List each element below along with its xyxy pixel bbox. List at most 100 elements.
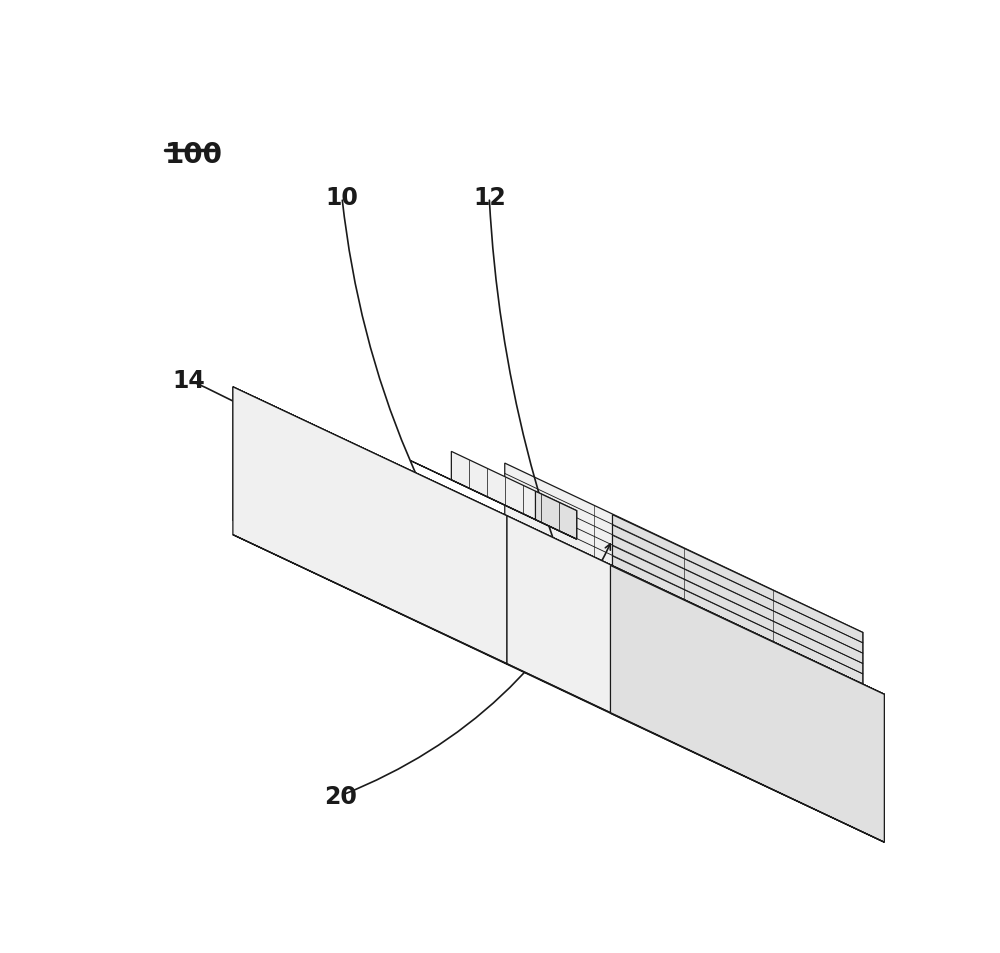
Polygon shape [585,574,641,703]
Polygon shape [647,603,649,707]
Polygon shape [498,637,556,663]
Polygon shape [353,464,409,594]
Polygon shape [453,512,455,616]
Polygon shape [489,528,545,659]
Polygon shape [601,581,603,685]
Polygon shape [642,704,700,731]
Polygon shape [607,688,665,715]
Polygon shape [745,649,801,779]
Polygon shape [527,546,583,677]
Polygon shape [385,583,443,610]
Polygon shape [731,746,789,774]
Polygon shape [604,583,606,687]
Polygon shape [483,525,539,655]
Polygon shape [596,579,598,683]
Polygon shape [431,501,487,631]
Polygon shape [743,752,801,779]
Polygon shape [584,677,642,704]
Polygon shape [733,644,789,774]
Polygon shape [686,621,742,751]
Polygon shape [633,700,701,732]
Polygon shape [376,476,432,605]
Polygon shape [548,660,617,692]
Polygon shape [508,536,850,811]
Polygon shape [662,713,720,740]
Polygon shape [358,570,416,598]
Polygon shape [332,455,335,559]
Polygon shape [364,470,420,599]
Polygon shape [586,574,642,704]
Polygon shape [372,474,428,603]
Polygon shape [593,578,595,681]
Polygon shape [644,601,646,706]
Polygon shape [464,517,476,626]
Polygon shape [599,684,657,711]
Polygon shape [550,558,606,687]
Polygon shape [515,541,517,645]
Polygon shape [401,487,457,617]
Polygon shape [491,633,549,660]
Polygon shape [504,536,560,665]
Polygon shape [545,555,558,664]
Polygon shape [548,582,557,639]
Polygon shape [741,647,797,778]
Polygon shape [717,636,719,740]
Polygon shape [768,659,770,764]
Polygon shape [286,433,342,562]
Polygon shape [502,638,560,665]
Polygon shape [580,572,636,701]
Polygon shape [583,677,641,703]
Polygon shape [572,594,582,650]
Polygon shape [523,545,579,675]
Polygon shape [597,579,653,709]
Polygon shape [563,563,565,667]
Polygon shape [383,478,439,609]
Polygon shape [539,552,541,657]
Polygon shape [508,537,564,667]
Polygon shape [577,570,579,675]
Polygon shape [643,601,645,705]
Text: 10: 10 [326,186,358,211]
Polygon shape [468,596,520,620]
Polygon shape [677,720,735,748]
Polygon shape [632,596,634,700]
Polygon shape [624,592,626,697]
Polygon shape [440,609,498,636]
Polygon shape [716,739,774,766]
Polygon shape [721,638,724,742]
Polygon shape [613,587,615,691]
Polygon shape [389,585,447,612]
Polygon shape [480,524,482,629]
Polygon shape [725,639,727,744]
Polygon shape [543,554,599,683]
Polygon shape [737,645,739,750]
Polygon shape [564,564,576,674]
Polygon shape [670,614,682,723]
Polygon shape [713,634,715,739]
Polygon shape [571,671,639,702]
Polygon shape [476,522,478,627]
Polygon shape [646,706,704,733]
Polygon shape [424,601,482,629]
Polygon shape [418,495,420,599]
Polygon shape [610,566,884,827]
Polygon shape [323,554,392,586]
Polygon shape [526,546,539,655]
Polygon shape [567,669,636,701]
Polygon shape [516,541,572,671]
Polygon shape [494,635,552,661]
Polygon shape [708,632,764,761]
Polygon shape [576,673,634,700]
Polygon shape [729,641,742,751]
Polygon shape [442,506,498,636]
Polygon shape [653,709,711,737]
Polygon shape [597,579,599,683]
Polygon shape [744,649,746,754]
Polygon shape [582,573,638,702]
Polygon shape [554,559,610,689]
Polygon shape [530,625,582,650]
Polygon shape [284,536,342,562]
Polygon shape [489,528,545,658]
Polygon shape [563,563,619,693]
Polygon shape [803,677,805,781]
